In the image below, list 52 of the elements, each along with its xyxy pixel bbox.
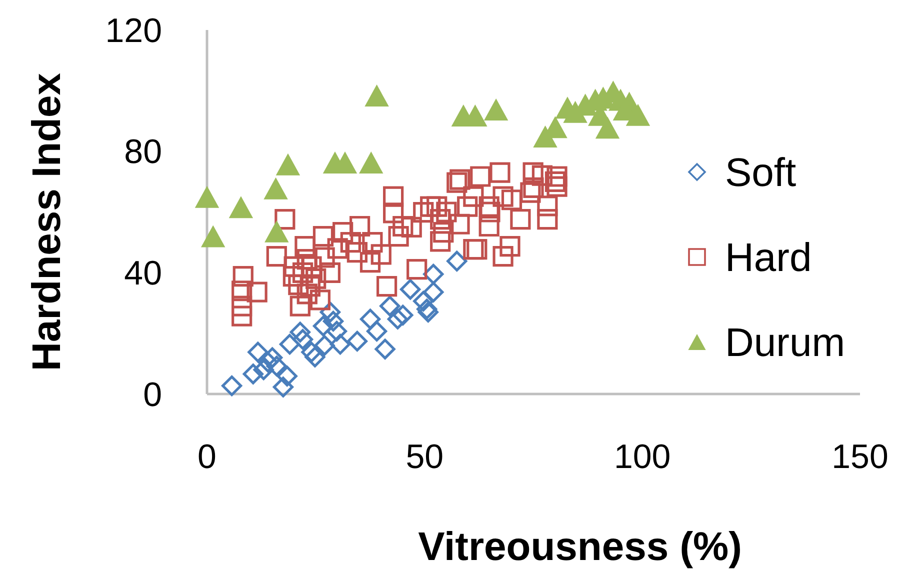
point [359,152,384,174]
legend-label: Hard [725,236,812,280]
point [392,304,414,326]
point [400,279,421,300]
point [413,290,434,312]
point [292,329,314,350]
point [423,282,444,302]
point [264,177,288,200]
point [253,359,274,380]
legend-label: Durum [725,321,846,365]
y-tick-label: 0 [143,376,162,414]
point [276,366,298,386]
point [326,320,348,342]
point [484,98,508,120]
point [279,334,300,355]
point [262,347,283,368]
x-tick-label: 100 [614,438,671,476]
point [563,100,588,123]
y-tick-label: 120 [105,12,162,50]
x-axis-title: Vitreousness (%) [418,525,742,569]
point [248,342,268,362]
point [304,346,326,368]
legend-label: Soft [725,151,796,195]
point [446,250,468,272]
point [366,320,388,342]
point [194,186,220,208]
point [301,342,322,362]
point [222,376,242,396]
point [346,330,368,352]
point [364,84,389,107]
point [266,356,287,376]
point [242,364,264,384]
x-tick-label: 50 [406,438,444,476]
point [272,376,294,398]
point [228,196,254,218]
point [276,153,300,176]
point [290,322,310,342]
point [380,296,400,316]
point [314,335,335,356]
point [330,334,351,355]
point [264,220,289,242]
point [374,338,396,360]
point [387,308,408,330]
y-tick-label: 80 [124,133,162,172]
y-axis-title: Hardness Index [25,73,69,371]
x-tick-label: 150 [832,438,888,476]
point [322,310,344,332]
point [200,225,226,248]
point [312,316,334,336]
y-tick-label: 40 [124,254,162,293]
x-tick-label: 0 [198,438,216,476]
point [360,308,381,330]
